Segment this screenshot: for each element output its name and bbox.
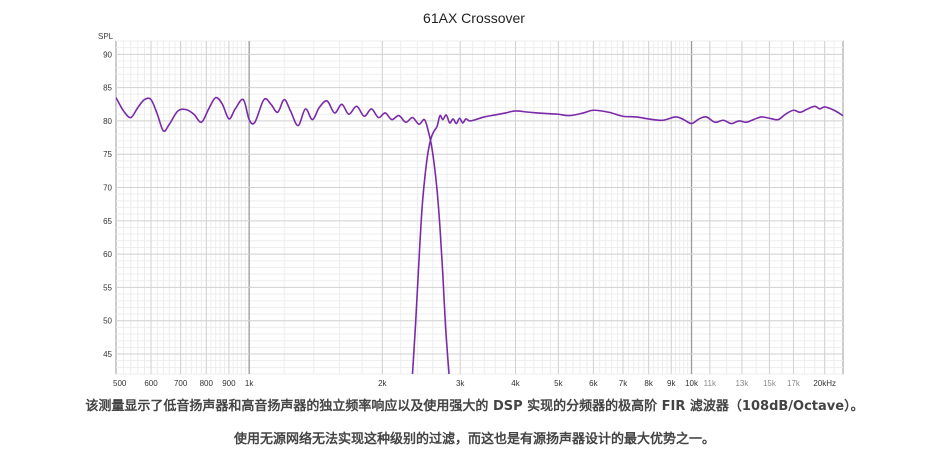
- x-tick-label: 5k: [554, 379, 563, 388]
- x-tick-label: 600: [144, 379, 158, 388]
- tick-labels: 500 600 700 800 900 1k 2k 3k 4k 5k 6k 7k 8k 9k 10k 11k 1…: [103, 50, 836, 388]
- x-tick-label: 10k: [685, 379, 699, 388]
- series-line-2: [411, 105, 843, 374]
- x-tick-label: 6k: [589, 379, 598, 388]
- y-tick-label: 90: [103, 50, 112, 59]
- x-tick-label: 13k: [735, 379, 749, 388]
- y-tick-label: 85: [103, 84, 112, 93]
- y-tick-label: 50: [103, 317, 112, 326]
- x-tick-label: 7k: [619, 379, 628, 388]
- y-tick-label: 75: [103, 150, 112, 159]
- x-tick-label: 1k: [245, 379, 254, 388]
- y-tick-label: 45: [103, 350, 112, 359]
- series-line-1: [116, 96, 450, 374]
- y-tick-label: 60: [103, 250, 112, 259]
- x-tick-label: 15k: [763, 379, 777, 388]
- x-tick-label: 11k: [704, 379, 717, 388]
- y-tick-label: 70: [103, 184, 112, 193]
- x-tick-label: 800: [200, 379, 214, 388]
- x-tick-label: 20kHz: [813, 379, 836, 388]
- caption-line-2: 使用无源网络无法实现这种级别的过滤，而这也是有源扬声器设计的最大优势之一。: [233, 432, 715, 447]
- y-tick-label: 55: [103, 283, 112, 292]
- series-layer: [116, 96, 843, 374]
- x-tick-label: 900: [222, 379, 236, 388]
- y-tick-label: 65: [103, 217, 112, 226]
- x-tick-label: 4k: [511, 379, 520, 388]
- y-tick-label: 80: [103, 117, 112, 126]
- x-tick-label: 8k: [644, 379, 653, 388]
- x-tick-label: 500: [113, 379, 127, 388]
- x-tick-label: 3k: [456, 379, 465, 388]
- x-tick-label: 17k: [787, 379, 801, 388]
- x-tick-label: 9k: [667, 379, 676, 388]
- grid-lines: [116, 40, 843, 375]
- chart-title: 61AX Crossover: [423, 10, 525, 26]
- y-axis-label: SPL: [98, 32, 114, 41]
- x-tick-label: 700: [174, 379, 188, 388]
- caption-line-1: 该测量显示了低音扬声器和高音扬声器的独立频率响应以及使用强大的 DSP 实现的分…: [85, 399, 864, 414]
- x-tick-label: 2k: [378, 379, 387, 388]
